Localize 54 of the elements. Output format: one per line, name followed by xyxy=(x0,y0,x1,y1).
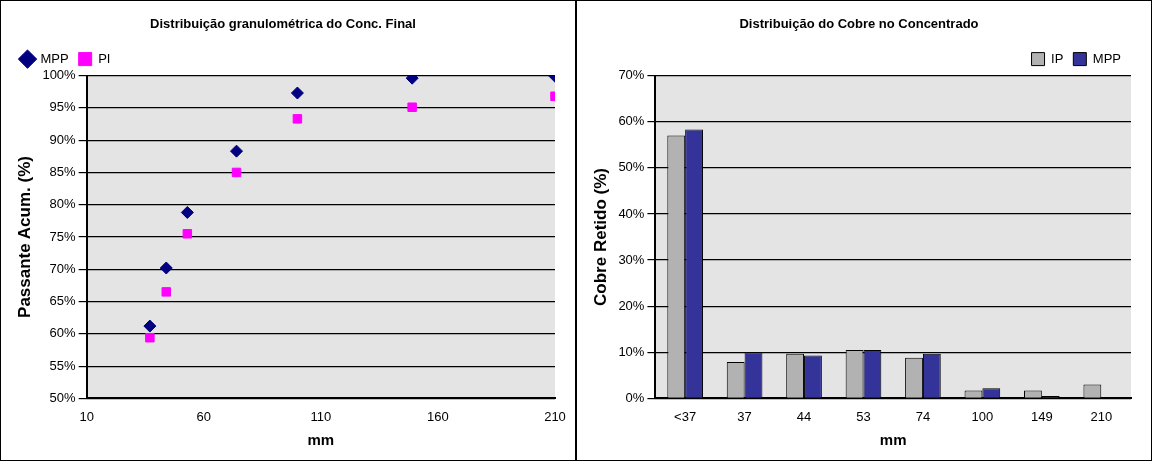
x-axis-title: mm xyxy=(879,431,907,449)
x-tick-label: 100 xyxy=(971,408,994,424)
x-tick-label: 37 xyxy=(737,408,752,424)
y-tick-label: 90% xyxy=(49,131,77,147)
point xyxy=(145,332,155,343)
y-tick-label: 50% xyxy=(618,159,645,175)
x-axis-title: mm xyxy=(307,431,335,449)
x-tick-label: 53 xyxy=(856,408,871,424)
point xyxy=(231,167,242,178)
y-tick-label: 0% xyxy=(625,389,645,405)
y-tick-label: 95% xyxy=(49,99,77,115)
y-tick-label: 65% xyxy=(49,293,77,309)
y-tick-label: 85% xyxy=(49,164,77,180)
point xyxy=(230,144,244,158)
x-tick-label: 210 xyxy=(1090,408,1113,424)
legend-label: IP xyxy=(1051,50,1064,66)
y-tick-label: 80% xyxy=(49,196,77,212)
point xyxy=(159,261,173,275)
legend-label: MPP xyxy=(1092,50,1121,66)
point xyxy=(405,75,419,85)
y-tick-label: 40% xyxy=(618,205,645,221)
legend-label: MPP xyxy=(40,50,69,66)
point xyxy=(290,86,304,100)
y-tick-label: 60% xyxy=(618,113,645,129)
x-tick-label: 110 xyxy=(310,408,332,424)
y-tick-label: 50% xyxy=(49,389,77,405)
y-tick-label: 10% xyxy=(618,343,645,359)
y-tick-label: 75% xyxy=(49,228,77,244)
x-tick-label: 74 xyxy=(915,408,931,424)
x-tick-label: 44 xyxy=(796,408,812,424)
y-tick-label: 55% xyxy=(49,357,77,373)
chart-title: Distribuição granulométrica do Conc. Final xyxy=(150,16,416,32)
x-tick-label: 160 xyxy=(427,408,449,424)
point xyxy=(182,229,193,239)
x-tick-label: 10 xyxy=(79,408,94,424)
legend-label: PI xyxy=(98,50,111,66)
y-tick-label: 20% xyxy=(618,297,645,313)
point xyxy=(180,205,194,219)
y-tick-label: 30% xyxy=(618,251,645,267)
x-tick-label: <37 xyxy=(674,408,697,424)
point xyxy=(161,287,172,297)
y-tick-label: 70% xyxy=(618,67,645,83)
x-tick-label: 60 xyxy=(196,408,211,424)
y-tick-label: 60% xyxy=(49,325,77,341)
y-tick-label: 100% xyxy=(42,67,77,83)
x-tick-label: 149 xyxy=(1030,408,1053,424)
point xyxy=(143,319,157,333)
y-tick-label: 70% xyxy=(49,260,77,276)
y-axis-title: Passante Acum. (%) xyxy=(14,156,34,318)
x-tick-label: 210 xyxy=(544,408,566,424)
y-axis-title: Cobre Retido (%) xyxy=(590,168,610,306)
point xyxy=(407,102,417,112)
point xyxy=(292,114,303,124)
chart-title: Distribuição do Cobre no Concentrado xyxy=(739,16,979,32)
